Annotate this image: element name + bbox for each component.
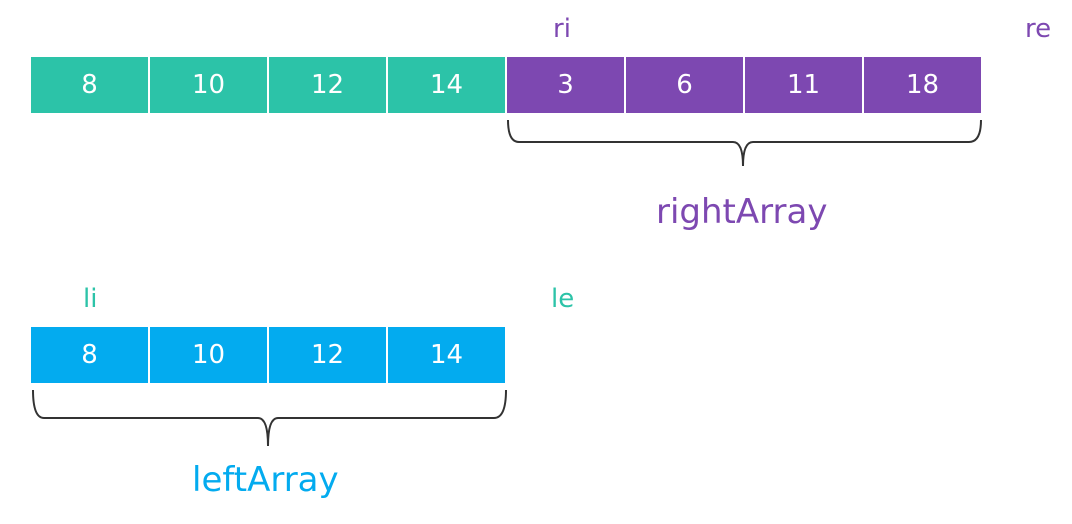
combined-array: 8 10 12 14 3 6 11 18 xyxy=(31,57,981,113)
ri-marker: ri xyxy=(553,14,571,44)
combined-cell-right-1: 6 xyxy=(626,57,743,113)
combined-cell-right-0: 3 xyxy=(507,57,624,113)
combined-cell-left-1: 10 xyxy=(150,57,267,113)
left-cell-3: 14 xyxy=(388,327,505,383)
combined-cell-right-3: 18 xyxy=(864,57,981,113)
left-array: 8 10 12 14 xyxy=(31,327,505,383)
combined-cell-left-2: 12 xyxy=(269,57,386,113)
left-array-label: leftArray xyxy=(192,460,339,500)
le-marker: le xyxy=(551,284,575,314)
combined-cell-right-2: 11 xyxy=(745,57,862,113)
right-array-brace xyxy=(507,119,982,167)
left-cell-1: 10 xyxy=(150,327,267,383)
combined-cell-left-0: 8 xyxy=(31,57,148,113)
left-cell-2: 12 xyxy=(269,327,386,383)
left-cell-0: 8 xyxy=(31,327,148,383)
right-array-label: rightArray xyxy=(656,192,828,232)
li-marker: li xyxy=(83,284,98,314)
left-array-brace xyxy=(32,389,507,447)
combined-cell-left-3: 14 xyxy=(388,57,505,113)
re-marker: re xyxy=(1025,14,1052,44)
